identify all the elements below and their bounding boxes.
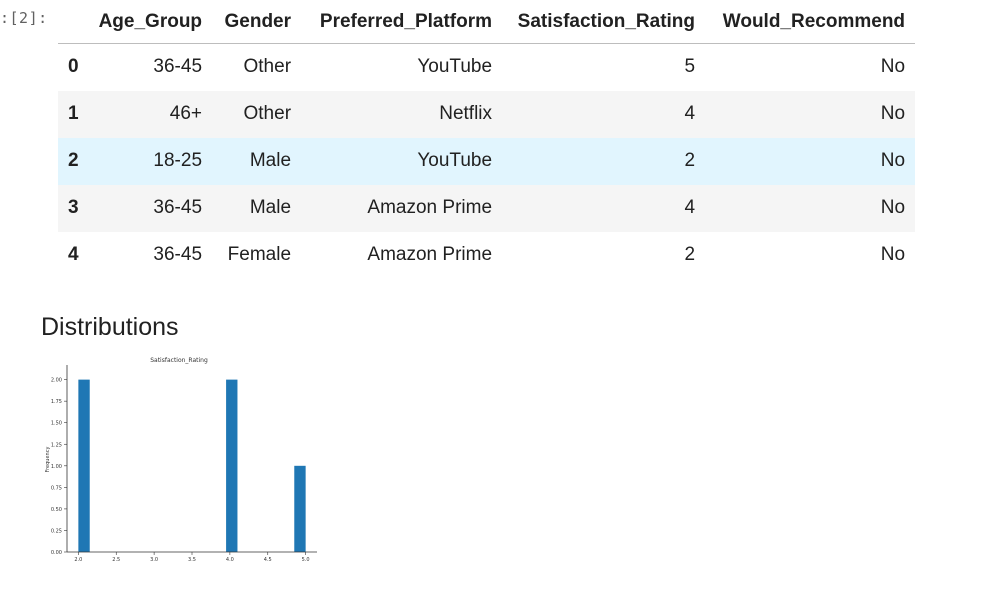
cell-age-group: 18-25: [153, 150, 203, 171]
chart-title: Satisfaction_Rating: [150, 357, 208, 364]
y-tick-label: 1.50: [51, 421, 62, 427]
histogram-bar-0: [78, 379, 90, 552]
cell-preferred-platform: Amazon Prime: [367, 244, 493, 265]
histogram-satisfaction-rating: 0.00 0.25 0.50 0.75 1.00 1.25 1.50 1.75 2.00 2.0 2…: [45, 357, 317, 563]
y-tick-label: 0.75: [51, 485, 62, 491]
cell-preferred-platform: YouTube: [417, 150, 493, 171]
cell-satisfaction-rating: 4: [684, 197, 696, 218]
x-tick-label: 5.0: [302, 557, 310, 563]
cell-gender: Male: [249, 150, 292, 171]
y-tick-label: 1.75: [51, 399, 62, 405]
cell-gender: Male: [249, 197, 292, 218]
cell-would-recommend: No: [880, 244, 906, 265]
cell-satisfaction-rating: 2: [684, 150, 696, 171]
section-heading-distributions: Distributions: [41, 313, 179, 341]
dataframe-table: Age_Group Gender Preferred_Platform Sati…: [58, 0, 916, 279]
cell-satisfaction-rating: 2: [684, 244, 696, 265]
cell-would-recommend: No: [880, 197, 906, 218]
table-header-row: Age_Group Gender Preferred_Platform Sati…: [58, 0, 916, 44]
table-row: 3 36-45 Male Amazon Prime 4 No: [58, 184, 916, 232]
histogram-bar-2: [294, 465, 306, 552]
table-row: 0 36-45 Other YouTube 5 No: [58, 44, 915, 91]
y-tick-label: 0.50: [51, 507, 62, 513]
histogram-bar-1: [226, 379, 238, 552]
cell-age-group: 46+: [169, 103, 203, 124]
y-tick-label: 0.25: [51, 528, 62, 534]
row-index: 2: [68, 150, 79, 171]
table-row-hovered: 2 18-25 Male YouTube 2 No: [58, 137, 916, 185]
cell-age-group: 36-45: [153, 244, 203, 265]
row-index: 3: [68, 197, 79, 218]
row-index: 4: [68, 244, 79, 265]
cell-preferred-platform: Netflix: [439, 103, 493, 124]
column-header-gender: Gender: [212, 0, 302, 44]
column-header-satisfaction-rating: Satisfaction_Rating: [502, 0, 706, 44]
y-tick-label: 1.00: [51, 464, 62, 470]
x-tick-label: 4.5: [264, 557, 272, 563]
cell-would-recommend: No: [880, 103, 906, 124]
cell-satisfaction-rating: 4: [684, 103, 696, 124]
x-tick-label: 4.0: [226, 557, 234, 563]
row-index: 1: [68, 103, 79, 124]
cell-preferred-platform: Amazon Prime: [367, 197, 493, 218]
cell-gender: Female: [227, 244, 292, 265]
column-header-age-group: Age_Group: [88, 0, 213, 44]
x-tick-label: 3.5: [188, 557, 196, 563]
cell-gender: Other: [243, 56, 292, 78]
cell-satisfaction-rating: 5: [684, 56, 696, 78]
row-index: 0: [68, 56, 79, 78]
cell-execution-prompt: :[2]:: [0, 9, 48, 27]
cell-would-recommend: No: [880, 56, 906, 78]
index-header: [58, 0, 89, 44]
cell-age-group: 36-45: [153, 56, 203, 78]
y-axis-label: Frequency: [45, 447, 51, 473]
column-header-preferred-platform: Preferred_Platform: [301, 0, 503, 44]
x-tick-label: 3.0: [150, 557, 158, 563]
x-tick-label: 2.5: [112, 557, 120, 563]
cell-would-recommend: No: [880, 150, 906, 171]
cell-age-group: 36-45: [153, 197, 203, 218]
column-header-would-recommend: Would_Recommend: [705, 0, 916, 44]
cell-gender: Other: [243, 103, 292, 124]
y-tick-label: 1.25: [51, 442, 62, 448]
table-row: 1 46+ Other Netflix 4 No: [58, 90, 916, 138]
table-row: 4 36-45 Female Amazon Prime 2 No: [58, 232, 915, 279]
x-tick-label: 2.0: [74, 557, 82, 563]
y-tick-label: 2.00: [51, 378, 62, 384]
y-tick-label: 0.00: [51, 550, 62, 556]
cell-preferred-platform: YouTube: [417, 56, 493, 78]
